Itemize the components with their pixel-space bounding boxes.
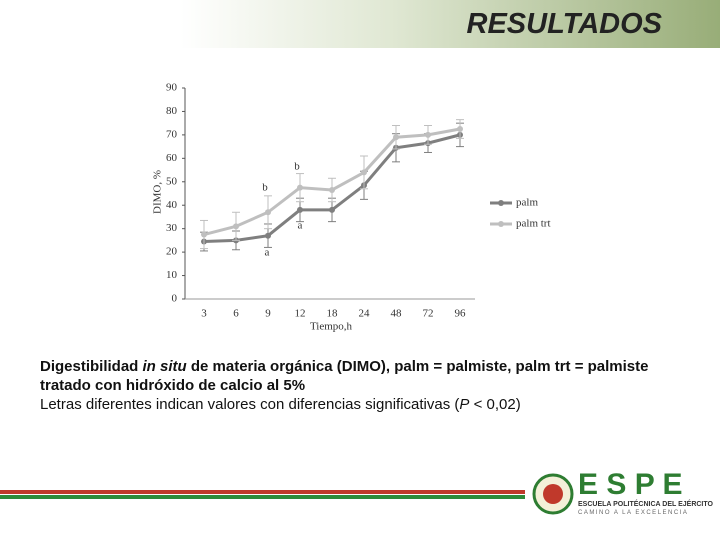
legend-marker bbox=[498, 200, 504, 206]
brand: E S P E bbox=[578, 470, 683, 501]
x-tick-label: 48 bbox=[391, 308, 403, 320]
footer: E S P E ESCUELA POLITÉCNICA DEL EJÉRCITO… bbox=[0, 470, 714, 516]
caption-text: < 0,02) bbox=[469, 396, 521, 413]
x-tick-label: 72 bbox=[423, 308, 434, 320]
point bbox=[233, 223, 239, 230]
footer-rule-green bbox=[0, 495, 525, 499]
x-tick-label: 96 bbox=[455, 308, 467, 320]
logo-center bbox=[543, 484, 563, 504]
x-tick-label: 12 bbox=[295, 308, 306, 320]
point bbox=[265, 232, 271, 239]
y-axis-label: DIMO, % bbox=[152, 170, 164, 214]
caption-italic: in situ bbox=[142, 358, 187, 375]
point bbox=[201, 231, 207, 238]
annotation: a bbox=[298, 220, 303, 232]
footer-rule-red bbox=[0, 490, 525, 494]
legend-label: palm bbox=[516, 197, 538, 209]
annotation: b bbox=[294, 161, 300, 173]
y-tick-label: 50 bbox=[166, 175, 178, 187]
y-tick-label: 70 bbox=[166, 128, 178, 140]
institution: ESCUELA POLITÉCNICA DEL EJÉRCITO bbox=[578, 499, 714, 508]
point bbox=[393, 134, 399, 141]
point bbox=[265, 209, 271, 216]
x-tick-label: 3 bbox=[201, 308, 207, 320]
caption-text: Digestibilidad bbox=[40, 358, 143, 375]
caption-line: Letras diferentes indican valores con di… bbox=[40, 395, 700, 414]
y-tick-label: 40 bbox=[166, 199, 178, 211]
y-tick-label: 80 bbox=[166, 105, 178, 117]
caption-line: Digestibilidad in situ de materia orgáni… bbox=[40, 357, 700, 395]
caption: Digestibilidad in situ de materia orgáni… bbox=[40, 357, 700, 414]
legend-marker bbox=[498, 221, 504, 227]
legend-label: palm trt bbox=[516, 218, 551, 230]
chart: 0 10 20 30 40 50 60 70 80 90 3 6 9 12 18 24 48 72 96 Tiempo… bbox=[152, 82, 551, 333]
point bbox=[329, 186, 335, 193]
point bbox=[425, 131, 431, 138]
point bbox=[361, 169, 367, 176]
annotation: a bbox=[265, 247, 270, 259]
x-axis-label: Tiempo,h bbox=[310, 321, 353, 333]
y-tick-label: 10 bbox=[166, 269, 178, 281]
y-tick-label: 90 bbox=[166, 82, 178, 94]
y-tick-label: 20 bbox=[166, 246, 178, 258]
x-tick-label: 18 bbox=[327, 308, 339, 320]
point bbox=[297, 206, 303, 213]
annotation: b bbox=[262, 182, 268, 194]
point bbox=[457, 126, 463, 133]
caption-text: Letras diferentes indican valores con di… bbox=[40, 396, 460, 413]
caption-italic: P bbox=[459, 396, 470, 413]
point bbox=[329, 206, 335, 213]
y-tick-label: 0 bbox=[172, 293, 178, 305]
point bbox=[297, 184, 303, 191]
motto: CAMINO A LA EXCELENCIA bbox=[578, 510, 688, 516]
x-tick-label: 9 bbox=[265, 308, 271, 320]
x-tick-label: 6 bbox=[233, 308, 239, 320]
header-band bbox=[0, 0, 720, 48]
y-tick-label: 60 bbox=[166, 152, 178, 164]
x-tick-label: 24 bbox=[359, 308, 371, 320]
caption-text: de materia orgánica (DIMO), palm = palmi… bbox=[40, 358, 649, 394]
y-tick-label: 30 bbox=[166, 222, 178, 234]
slide-title: RESULTADOS bbox=[466, 8, 662, 40]
